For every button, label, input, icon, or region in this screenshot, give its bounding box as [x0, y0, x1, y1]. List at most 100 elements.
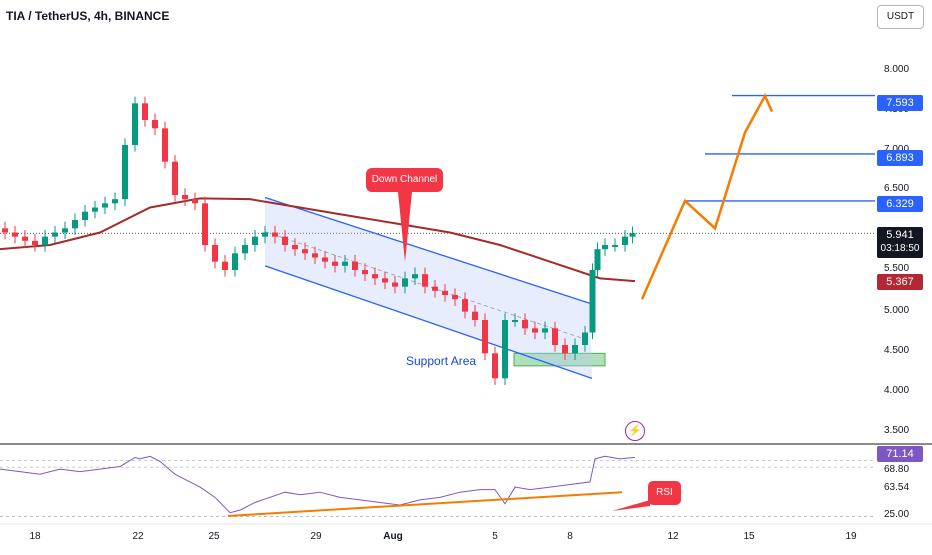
candle-body: [589, 270, 596, 333]
candle-body: [102, 203, 108, 208]
down-channel-pointer: [398, 192, 412, 262]
candle-body: [42, 236, 48, 245]
candle-body: [12, 232, 18, 237]
candle-body: [282, 236, 288, 245]
candle-body: [52, 232, 58, 237]
candle-body: [492, 353, 498, 379]
candle-body: [362, 270, 368, 275]
candle-body: [22, 236, 28, 241]
down-channel-callout: Down Channel: [366, 168, 443, 192]
rsi-line: [0, 455, 636, 514]
candle-body: [532, 328, 538, 333]
candle-body: [372, 274, 378, 279]
candle-body: [442, 290, 448, 295]
time-tick: 22: [132, 531, 144, 542]
candle-body: [352, 261, 358, 270]
candle-body: [452, 295, 458, 300]
candle-body: [582, 332, 588, 345]
ma-price-label: 5.367: [877, 274, 923, 290]
time-tick: 12: [667, 531, 679, 542]
time-tick: 8: [567, 531, 573, 542]
candle-body: [482, 320, 488, 354]
time-tick: 5: [492, 531, 498, 542]
currency-button[interactable]: USDT: [877, 5, 924, 29]
last-price-label: 5.941 03:18:50: [877, 227, 923, 258]
candle-body: [422, 274, 428, 287]
candle-body: [552, 328, 558, 345]
price-tick: 5.000: [884, 305, 910, 316]
candle-body: [302, 249, 308, 254]
candle-body: [182, 195, 188, 200]
candle-body: [522, 320, 528, 329]
candle-body: [602, 245, 608, 250]
candle-body: [242, 245, 248, 254]
candle-body: [612, 245, 618, 247]
candle-body: [542, 328, 548, 333]
candle-body: [392, 282, 398, 287]
candle-body: [332, 261, 338, 266]
candle-body: [472, 311, 478, 320]
price-label-target-1: 6.329: [877, 196, 923, 212]
price-tick: 3.500: [884, 425, 910, 436]
chart-title: TIA / TetherUS, 4h, BINANCE: [6, 9, 170, 23]
price-tick: 6.500: [884, 183, 910, 194]
candle-body: [502, 320, 508, 379]
time-tick: 19: [845, 531, 857, 542]
candle-body: [342, 261, 348, 266]
rsi-callout-pointer: [612, 500, 650, 511]
candle-body: [572, 345, 578, 354]
rsi-callout: RSI: [648, 481, 681, 505]
candle-body: [62, 228, 68, 233]
support-zone: [513, 352, 606, 367]
candle-body: [412, 274, 418, 279]
rsi-trendline: [227, 491, 623, 517]
candle-body: [152, 120, 158, 129]
candle-body: [122, 145, 128, 200]
candle-body: [112, 199, 118, 204]
support-area-label: Support Area: [406, 354, 477, 368]
candle-body: [432, 286, 438, 291]
time-tick: 25: [208, 531, 220, 542]
candle-body: [162, 128, 168, 162]
candle-body: [172, 161, 178, 195]
last-price-value: 5.941: [886, 229, 914, 241]
channel-upper-line: [264, 196, 591, 304]
rsi-value-label: 71.14: [877, 446, 923, 462]
candle-body: [292, 245, 298, 250]
candle-body: [72, 220, 78, 229]
candle-body: [212, 245, 218, 262]
price-tick: 5.500: [884, 263, 910, 274]
time-tick: 29: [310, 531, 322, 542]
price-tick: 4.500: [884, 345, 910, 356]
candle-body: [462, 299, 468, 312]
candle-body: [382, 278, 388, 283]
candle-body: [202, 203, 208, 245]
channel-fill: [265, 197, 592, 379]
channel-lower-line: [264, 265, 593, 379]
candle-countdown: 03:18:50: [880, 243, 920, 254]
candle-body: [629, 233, 636, 237]
candle-body: [622, 236, 628, 245]
price-tick: 8.000: [884, 64, 910, 75]
candle-body: [2, 228, 8, 233]
candle-body: [312, 253, 318, 258]
rsi-level-label: 63.54: [884, 482, 910, 493]
candle-body: [272, 232, 278, 237]
time-tick: 18: [29, 531, 41, 542]
moving-average-line: [0, 197, 636, 283]
rsi-level-label: 25.00: [884, 509, 910, 520]
candle-body: [322, 257, 328, 262]
candle-body: [92, 207, 98, 212]
candle-body: [512, 320, 518, 322]
candle-body: [594, 249, 601, 270]
candle-body: [142, 103, 148, 120]
candle-body: [132, 103, 138, 145]
time-tick: 15: [743, 531, 755, 542]
price-tick: 4.000: [884, 385, 910, 396]
price-tick: 7.000: [884, 144, 909, 155]
candle-body: [32, 240, 38, 245]
candle-body: [252, 236, 258, 245]
candle-body: [562, 345, 568, 354]
lightning-icon[interactable]: ⚡: [625, 421, 645, 441]
